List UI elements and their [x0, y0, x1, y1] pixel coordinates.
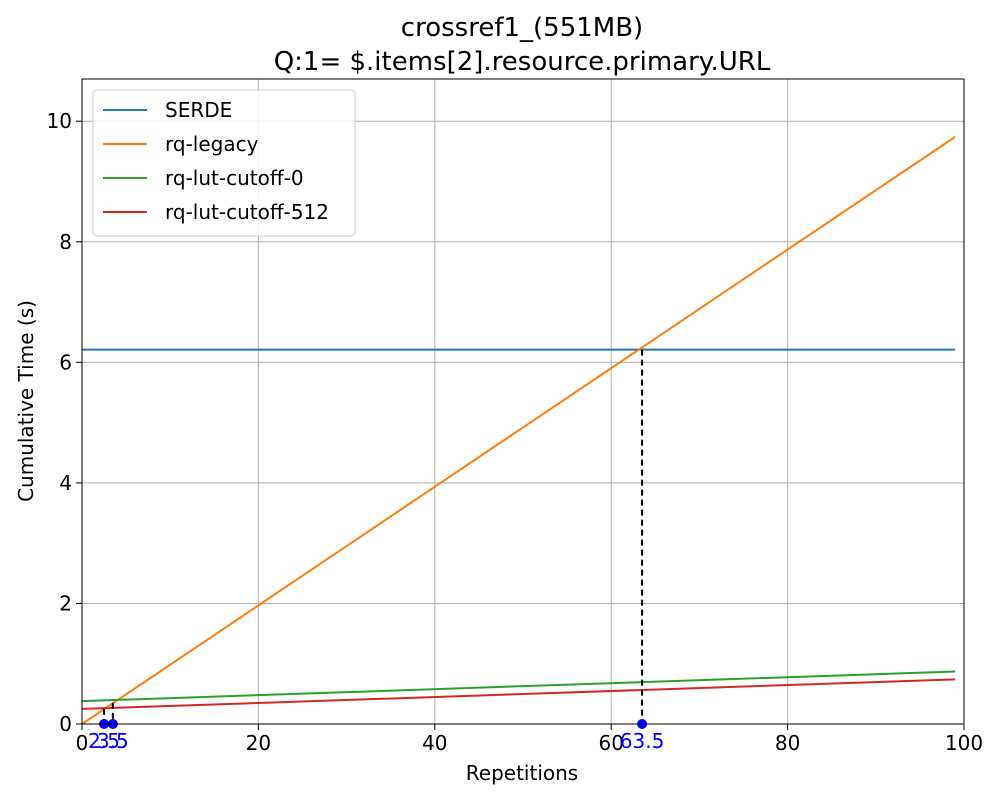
crossover-label-2: 63.5	[620, 729, 665, 753]
crossover-label-1: 3.5	[97, 729, 129, 753]
plot-frame	[81, 78, 965, 725]
x-tick-label-4: 80	[775, 731, 800, 755]
crossover-label-0: 2.5	[88, 729, 120, 753]
legend-box	[92, 89, 356, 237]
x-tick-label-2: 40	[422, 731, 447, 755]
crossover-labels: 2.53.5 63.5	[88, 729, 664, 753]
y-axis-label: Cumulative Time (s)	[14, 300, 38, 502]
legend-label-rq-legacy: rq-legacy	[165, 132, 259, 156]
x-axis-label: Repetitions	[466, 761, 578, 785]
y-tick-label-0: 0	[59, 712, 72, 736]
y-tick-label-2: 4	[59, 471, 72, 495]
x-tick-label-3: 60	[598, 731, 623, 755]
grid	[81, 79, 965, 725]
x-tick-label-0: 0	[76, 731, 89, 755]
legend: SERDE rq-legacy rq-lut-cutoff-0 rq-lut-cuto…	[92, 89, 356, 237]
y-tick-label-5: 10	[47, 109, 72, 133]
series-lines	[81, 136, 956, 725]
x-tick-label-5: 100	[945, 731, 983, 755]
series-line-rq-lut-cutoff-0	[81, 670, 956, 703]
legend-label-serde: SERDE	[165, 98, 232, 122]
axis-ticks: 0 20 40 60 80 100 0 2 4 6 8 10	[47, 109, 984, 755]
series-line-rq-legacy	[81, 136, 956, 725]
series-line-rq-lut-cutoff-512	[81, 678, 956, 710]
x-tick-label-1: 20	[246, 731, 271, 755]
y-tick-label-4: 8	[59, 230, 72, 254]
chart-title-line-2: Q:1= $.items[2].resource.primary.URL	[274, 47, 771, 77]
chart-title-line-1: crossref1_(551MB)	[401, 13, 643, 43]
y-tick-label-1: 2	[59, 591, 72, 615]
legend-label-rq-lut-cutoff-0: rq-lut-cutoff-0	[165, 166, 304, 190]
legend-label-rq-lut-cutoff-512: rq-lut-cutoff-512	[165, 200, 329, 224]
y-tick-label-3: 6	[59, 350, 72, 374]
